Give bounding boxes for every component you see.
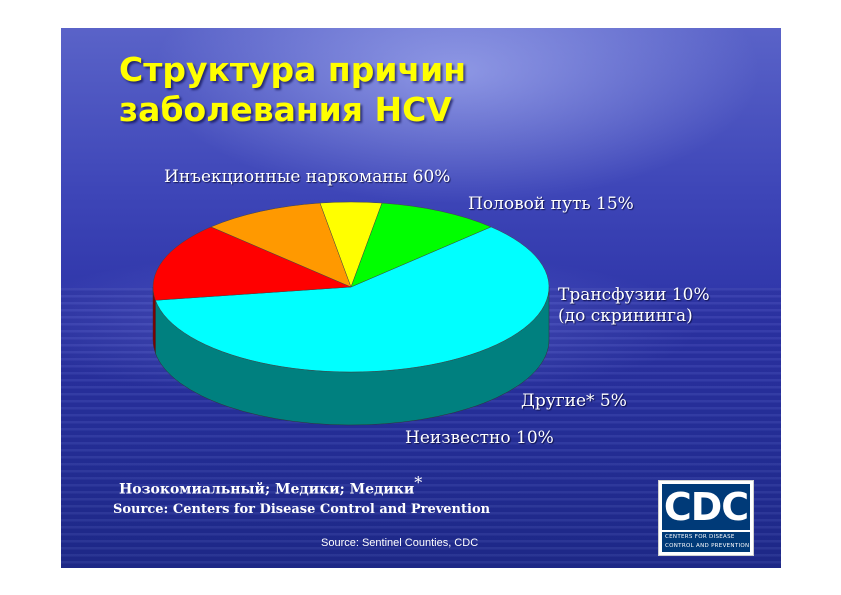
label-sexual: Половой путь 15% (468, 194, 634, 215)
label-transfusion-line-2: (до скрининга) (558, 306, 693, 326)
label-injection-line-1: Инъекционные наркоманы 60% (164, 167, 451, 187)
slide: Структура причин заболевания HCV Инъекци… (61, 28, 781, 568)
source-cdc: Source: Centers for Disease Control and … (113, 502, 491, 517)
cdc-logo-line-1: CENTERS FOR DISEASE (665, 534, 735, 540)
label-transfusion-line-1: Трансфузии 10% (558, 285, 710, 305)
pie-slice-unknown (350, 202, 492, 288)
pie-slice-transfusion (210, 202, 352, 288)
pie-top (152, 201, 550, 373)
pie-chart (152, 201, 550, 426)
footnote-mark: * (414, 473, 423, 492)
footnote: Нозокомиальный; Медики; Медики* (119, 473, 422, 498)
label-sexual-line-1: Половой путь 15% (468, 194, 634, 214)
title-line-1: Структура причин (119, 50, 467, 89)
label-other-line-1: Другие* 5% (521, 391, 627, 411)
label-injection: Инъекционные наркоманы 60% (164, 167, 450, 188)
label-other: Другие* 5% (521, 391, 627, 412)
pie-slice-injection (155, 226, 550, 373)
cdc-logo-caption: CENTERS FOR DISEASE CONTROL AND PREVENTI… (662, 532, 750, 552)
pie-slice-sexual (152, 226, 352, 301)
label-transfusion: Трансфузии 10% (до скрининга) (558, 285, 710, 327)
slide-title: Структура причин заболевания HCV (119, 50, 466, 130)
cdc-logo: CDC CENTERS FOR DISEASE CONTROL AND PREV… (658, 480, 754, 556)
cdc-logo-letters: CDC (662, 484, 750, 530)
title-line-2: заболевания HCV (119, 90, 452, 129)
footnote-text: Нозокомиальный; Медики; Медики (119, 481, 415, 498)
label-unknown-line-1: Неизвестно 10% (405, 428, 554, 448)
source-sentinel: Source: Sentinel Counties, CDC (321, 537, 479, 549)
cdc-logo-line-2: CONTROL AND PREVENTION (665, 543, 750, 549)
label-unknown: Неизвестно 10% (405, 428, 554, 449)
